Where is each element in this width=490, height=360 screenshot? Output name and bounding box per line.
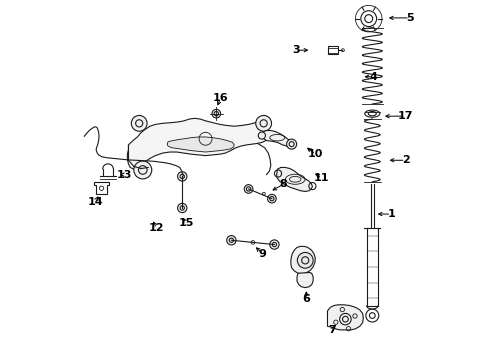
Circle shape — [134, 161, 152, 179]
Polygon shape — [327, 305, 364, 330]
Text: 6: 6 — [302, 294, 310, 304]
Text: 3: 3 — [292, 45, 300, 55]
Polygon shape — [261, 131, 291, 146]
Text: 14: 14 — [88, 197, 103, 207]
Text: 4: 4 — [369, 72, 377, 82]
Circle shape — [297, 252, 313, 268]
Text: 15: 15 — [179, 218, 194, 228]
Text: 12: 12 — [149, 224, 165, 233]
Polygon shape — [167, 137, 234, 152]
Circle shape — [256, 116, 271, 131]
Text: 2: 2 — [402, 155, 410, 165]
Polygon shape — [297, 273, 313, 288]
Text: 7: 7 — [328, 325, 336, 335]
Circle shape — [227, 235, 236, 245]
Text: 5: 5 — [406, 13, 414, 23]
Text: 11: 11 — [314, 173, 329, 183]
Circle shape — [258, 132, 266, 139]
Text: 8: 8 — [279, 179, 287, 189]
Circle shape — [177, 203, 187, 213]
Text: 9: 9 — [259, 248, 267, 258]
Circle shape — [268, 194, 276, 203]
Polygon shape — [291, 246, 315, 274]
Circle shape — [131, 116, 147, 131]
Text: 17: 17 — [398, 111, 414, 121]
Circle shape — [287, 139, 296, 149]
Text: 16: 16 — [213, 93, 228, 103]
Text: 13: 13 — [117, 170, 132, 180]
Circle shape — [270, 240, 279, 249]
Circle shape — [212, 109, 220, 118]
Text: 10: 10 — [308, 149, 323, 159]
Circle shape — [245, 185, 253, 193]
Polygon shape — [127, 118, 270, 169]
Polygon shape — [276, 167, 313, 192]
Circle shape — [177, 172, 187, 181]
Text: 1: 1 — [388, 209, 395, 219]
